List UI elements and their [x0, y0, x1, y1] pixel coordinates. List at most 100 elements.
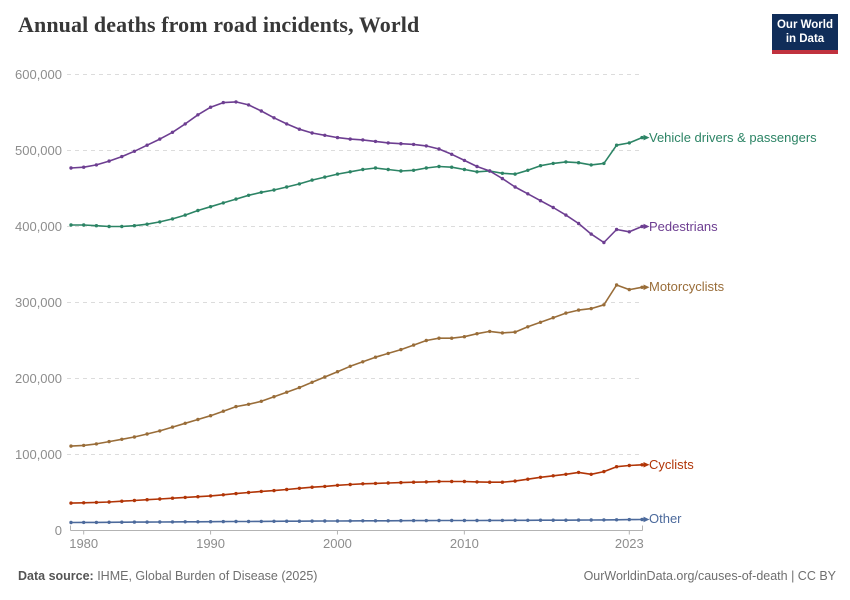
data-point — [551, 205, 555, 210]
data-point — [437, 164, 441, 169]
owid-logo[interactable]: Our World in Data — [772, 14, 838, 54]
series-path[interactable] — [70, 284, 643, 447]
data-point — [386, 351, 390, 356]
data-point — [576, 308, 581, 312]
data-point — [602, 303, 606, 307]
data-point — [145, 432, 149, 436]
data-point — [589, 232, 593, 236]
data-point — [145, 498, 149, 502]
series-label-vehicle-drivers-passengers[interactable]: Vehicle drivers & passengers — [649, 129, 817, 145]
data-point — [475, 164, 479, 169]
series-label-cyclists[interactable]: Cyclists — [649, 456, 694, 472]
data-point — [310, 178, 314, 182]
data-point — [82, 501, 86, 505]
data-point — [246, 103, 251, 107]
data-point — [488, 480, 492, 484]
data-point — [208, 205, 213, 209]
y-axis-tick-label: 100,000 — [15, 446, 62, 462]
data-point — [272, 395, 276, 399]
data-point — [500, 171, 505, 175]
series-line-vehicle-drivers-passengers[interactable] — [69, 134, 650, 229]
data-point — [246, 193, 251, 197]
series-path[interactable] — [70, 518, 643, 524]
license-link[interactable]: OurWorldinData.org/causes-of-death | CC … — [583, 569, 836, 583]
data-point — [69, 223, 73, 227]
series-label-other[interactable]: Other — [649, 511, 682, 527]
data-point — [120, 437, 124, 441]
data-point — [411, 168, 416, 172]
series-path[interactable] — [70, 463, 643, 504]
series-label-motorcyclists[interactable]: Motorcyclists — [649, 279, 725, 295]
data-point — [538, 518, 543, 522]
data-point — [411, 518, 416, 523]
data-point — [259, 399, 263, 403]
data-point — [94, 224, 99, 228]
data-point — [450, 165, 454, 169]
data-point — [285, 185, 289, 189]
data-point — [513, 518, 517, 522]
data-point — [120, 154, 124, 159]
data-point — [399, 347, 403, 352]
series-line-pedestrians[interactable] — [69, 100, 650, 245]
series-path[interactable] — [70, 136, 643, 228]
data-point — [538, 320, 543, 324]
data-point — [310, 485, 314, 489]
data-point — [348, 137, 352, 141]
data-point — [450, 479, 454, 484]
y-axis-tick-label: 500,000 — [15, 142, 62, 158]
data-point — [272, 188, 276, 192]
data-point — [82, 165, 86, 169]
data-point — [183, 421, 187, 425]
data-point — [576, 518, 581, 522]
data-point — [158, 429, 162, 433]
data-point — [221, 100, 225, 105]
data-point — [196, 520, 200, 524]
x-axis-tick-label: 2023 — [614, 536, 644, 551]
data-point — [386, 519, 390, 523]
series-label-pedestrians[interactable]: Pedestrians — [649, 218, 718, 234]
data-point — [399, 519, 403, 523]
data-point — [526, 192, 530, 196]
data-point — [513, 185, 517, 189]
data-point — [475, 170, 479, 174]
data-point — [589, 518, 593, 522]
series-line-motorcyclists[interactable] — [69, 283, 650, 448]
data-point — [145, 520, 149, 524]
data-point — [602, 469, 606, 474]
data-point — [285, 390, 289, 394]
series-path[interactable] — [70, 101, 643, 244]
data-point — [411, 480, 416, 484]
series-end-arrow-icon — [643, 134, 650, 141]
data-source-note: Data source: IHME, Global Burden of Dise… — [18, 569, 317, 583]
data-point — [450, 152, 454, 156]
data-point — [399, 142, 403, 146]
x-axis-tick-label: 1990 — [196, 536, 226, 551]
series-line-cyclists[interactable] — [69, 461, 650, 505]
data-point — [82, 223, 86, 227]
data-point — [94, 520, 99, 525]
data-point — [272, 519, 276, 523]
data-source-value: IHME, Global Burden of Disease (2025) — [93, 569, 318, 583]
data-point — [411, 142, 416, 147]
series-line-other[interactable] — [69, 516, 650, 525]
data-point — [132, 498, 137, 503]
data-point — [462, 158, 467, 163]
series-end-arrow-icon — [643, 223, 650, 230]
data-point — [246, 490, 251, 495]
y-axis-tick-label: 300,000 — [15, 294, 62, 310]
data-point — [373, 139, 378, 144]
data-point — [310, 131, 314, 135]
data-point — [145, 143, 149, 147]
data-point — [107, 500, 111, 504]
y-axis-tick-label: 0 — [54, 522, 62, 538]
data-point — [158, 497, 162, 501]
data-point — [323, 175, 327, 179]
data-point — [285, 519, 289, 523]
data-point — [500, 518, 505, 523]
data-point — [259, 190, 263, 194]
x-axis-tick-label: 2010 — [449, 536, 479, 551]
data-point — [297, 486, 302, 490]
data-point — [208, 520, 213, 524]
data-point — [576, 470, 581, 475]
